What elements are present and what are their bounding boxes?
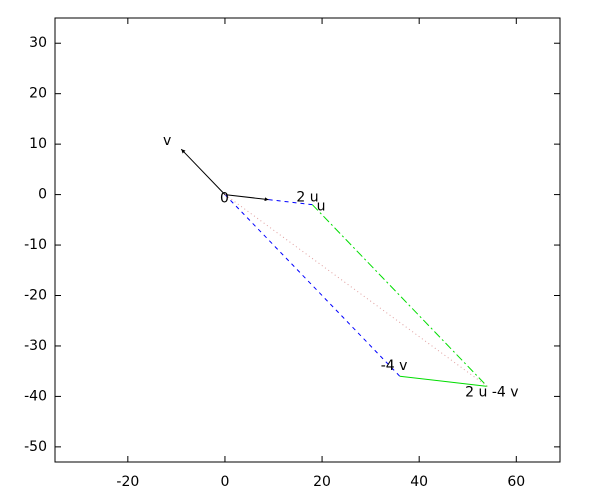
point-label: 2 u [296,190,318,206]
y-tick-label: -50 [24,439,47,455]
point-label: 0 [220,191,229,207]
point-label: v [163,133,171,149]
y-tick-label: -30 [24,338,47,354]
x-tick-label: 60 [507,474,525,490]
y-tick-label: -20 [24,288,47,304]
x-tick-label: 20 [313,474,331,490]
x-tick-label: 40 [410,474,428,490]
x-tick-label: 0 [220,474,229,490]
y-tick-label: -10 [24,237,47,253]
plot-frame [54,17,561,463]
y-tick-label: 10 [29,136,47,152]
point-label: -4 v [381,358,408,374]
y-tick-label: -40 [24,388,47,404]
vector [224,194,488,387]
y-tick-label: 0 [38,187,47,203]
vector [224,194,269,202]
y-tick-label: 30 [29,35,47,51]
vector [180,148,226,195]
x-tick-label: -20 [116,474,139,490]
vector [311,204,488,387]
vector [224,194,401,377]
y-tick-label: 20 [29,86,47,102]
vector [399,375,488,387]
point-label: u [317,199,326,215]
point-label: 2 u -4 v [465,384,518,400]
